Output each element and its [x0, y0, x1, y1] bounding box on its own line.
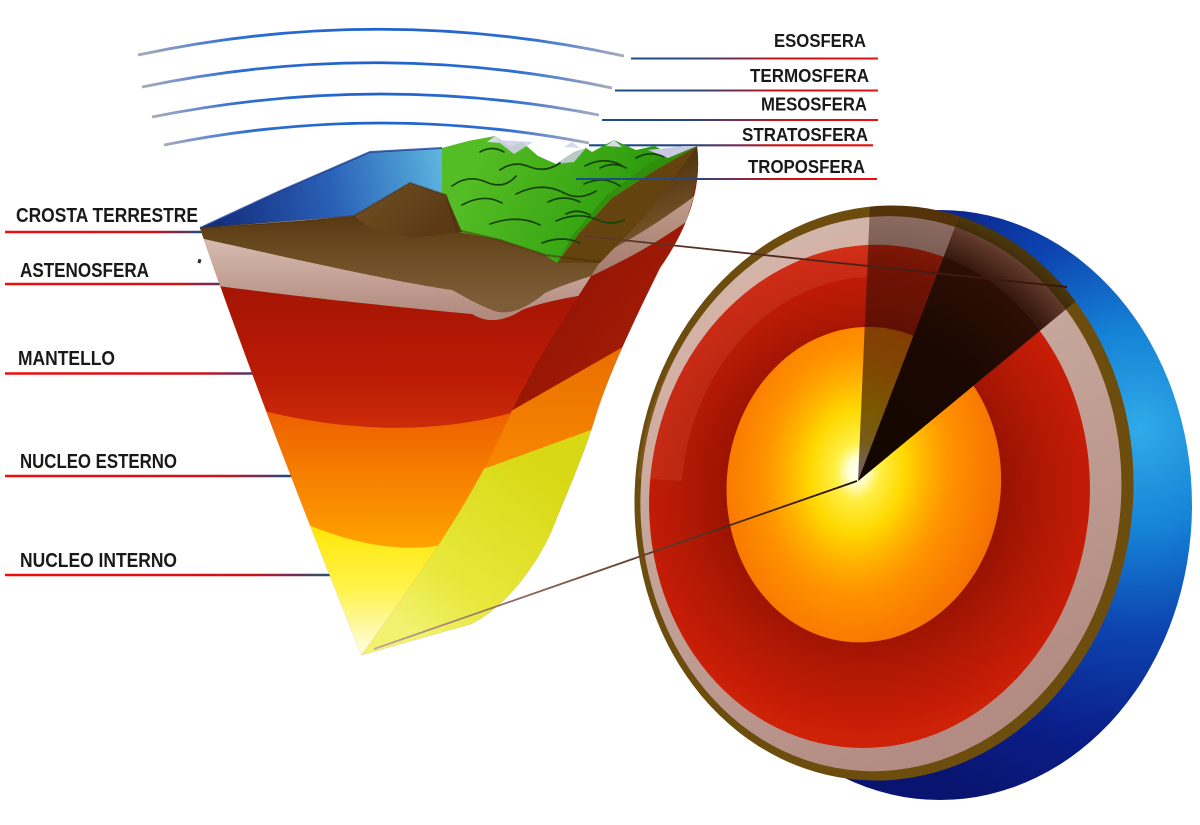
svg-text:ASTENOSFERA: ASTENOSFERA [20, 259, 149, 282]
svg-text:MESOSFERA: MESOSFERA [761, 94, 867, 115]
svg-text:STRATOSFERA: STRATOSFERA [742, 124, 868, 145]
svg-text:NUCLEO INTERNO: NUCLEO INTERNO [20, 549, 177, 572]
svg-text:ESOSFERA: ESOSFERA [774, 30, 866, 51]
svg-text:TERMOSFERA: TERMOSFERA [750, 65, 869, 86]
svg-text:NUCLEO ESTERNO: NUCLEO ESTERNO [20, 450, 177, 473]
svg-text:TROPOSFERA: TROPOSFERA [748, 156, 865, 177]
svg-text:CROSTA TERRESTRE: CROSTA TERRESTRE [16, 204, 198, 227]
svg-text:MANTELLO: MANTELLO [18, 347, 115, 370]
